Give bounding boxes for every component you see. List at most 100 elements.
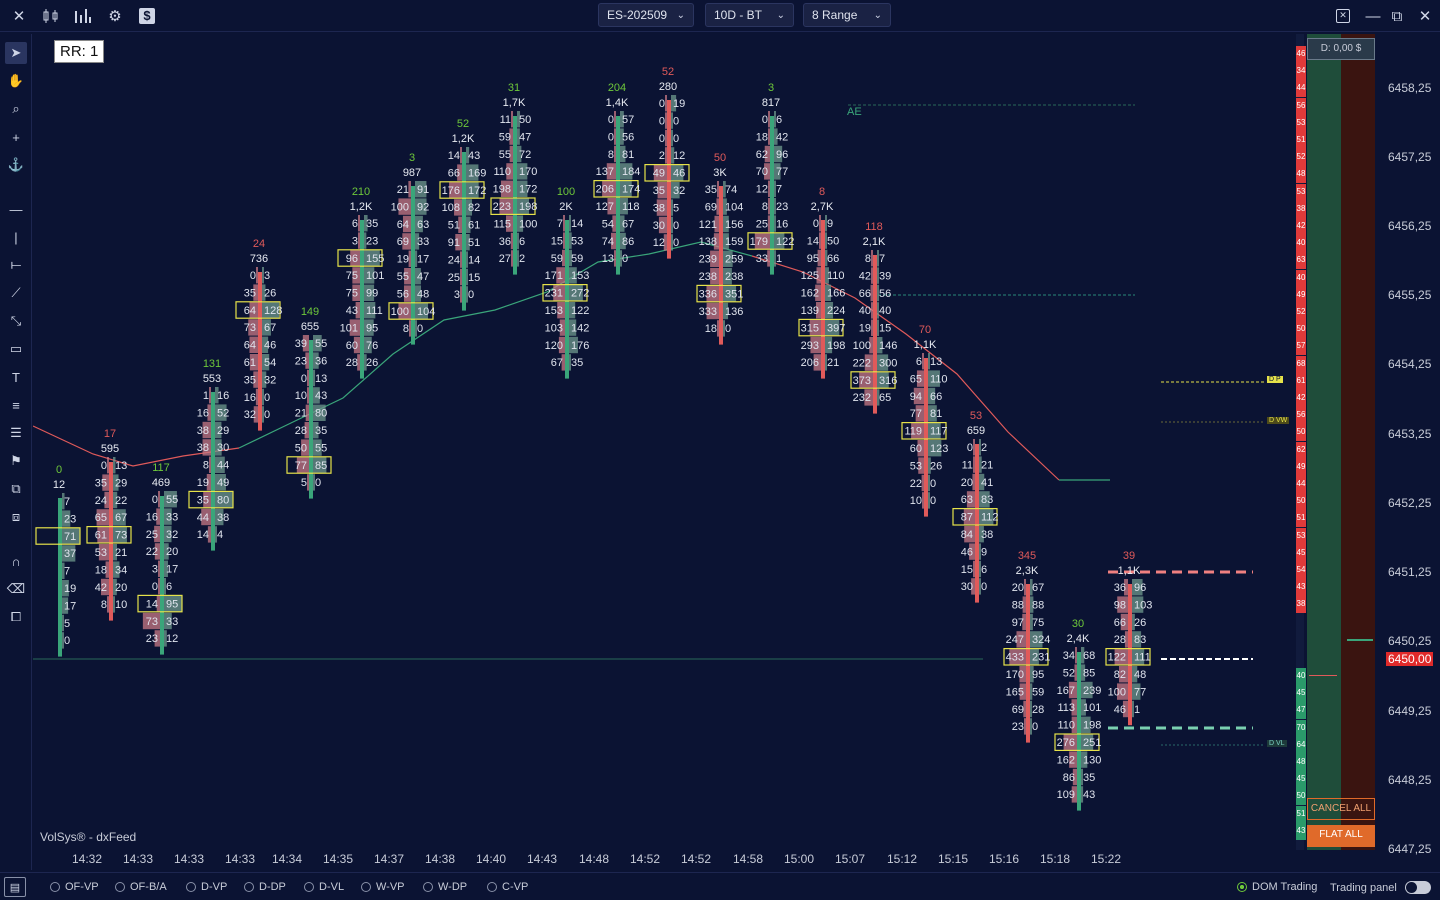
- ask-volume: 28: [1032, 704, 1044, 716]
- profile-option[interactable]: OF-VP: [50, 881, 99, 893]
- profile-option[interactable]: D-VL: [304, 881, 344, 893]
- magnet-icon[interactable]: ∩: [11, 553, 21, 569]
- period-select[interactable]: 10D - BT ⌄: [705, 3, 794, 27]
- dom-ask-column[interactable]: [1341, 34, 1375, 850]
- dom-bid-column[interactable]: [1307, 34, 1341, 850]
- text-icon[interactable]: T: [12, 369, 20, 385]
- ask-volume: 47: [519, 131, 531, 143]
- candle-body: [616, 116, 620, 275]
- bid-volume-bar: [253, 284, 258, 301]
- range-select[interactable]: 8 Range ⌄: [803, 3, 891, 27]
- gear-icon[interactable]: ⚙: [108, 8, 122, 25]
- bid-volume: 43: [346, 305, 358, 317]
- dollar-icon[interactable]: $: [136, 5, 158, 27]
- position-long-icon[interactable]: ⧉: [11, 481, 21, 496]
- bid-volume: 25: [756, 218, 768, 230]
- close-window-icon[interactable]: ✕: [1418, 8, 1432, 25]
- bid-volume-bar: [1071, 786, 1077, 803]
- bid-volume-bar: [460, 147, 462, 164]
- profile-option[interactable]: OF-B/A: [115, 881, 167, 893]
- ask-volume: 259: [725, 254, 743, 266]
- ask-volume-bar: [671, 112, 673, 129]
- bid-volume: 12: [756, 184, 768, 196]
- bid-volume-bar: [1117, 683, 1128, 700]
- anchor-icon[interactable]: ⚓: [7, 157, 25, 172]
- footprint-chart[interactable]: 0 12 7 23 71 37 7 19 17 5 0 17 595 0 13 35 29 24 22 65 67 61 7…: [33, 34, 1295, 870]
- bid-volume: 19: [397, 254, 409, 266]
- bar-delta: 345: [1018, 550, 1036, 562]
- rectangle-icon[interactable]: ▭: [9, 341, 23, 356]
- ask-volume: 101: [1083, 702, 1101, 714]
- vertical-line-icon[interactable]: |: [14, 229, 18, 245]
- bid-volume-bar: [665, 95, 667, 112]
- bid-volume-bar: [509, 145, 513, 163]
- zoom-icon[interactable]: ⌕: [12, 101, 20, 116]
- bid-volume: 36: [1114, 582, 1126, 594]
- restore-icon[interactable]: ⧉: [1391, 7, 1403, 25]
- time-label: 14:33: [173, 852, 205, 866]
- bid-volume-bar: [819, 232, 821, 249]
- fib-icon[interactable]: ☰: [10, 425, 22, 440]
- monitor-icon[interactable]: ▤: [4, 877, 26, 897]
- profile-option[interactable]: D-VP: [186, 881, 227, 893]
- bar-chart-icon[interactable]: [72, 5, 94, 27]
- instrument-select[interactable]: ES-202509 ⌄: [598, 3, 694, 27]
- position-short-icon[interactable]: ⧈: [11, 509, 21, 524]
- bid-volume-bar: [402, 233, 411, 250]
- dom-trading-toggle[interactable]: DOM Trading: [1237, 881, 1317, 893]
- trading-panel-toggle[interactable]: Trading panel: [1330, 881, 1431, 894]
- trendline-icon[interactable]: ⟋: [11, 285, 21, 300]
- flag-icon[interactable]: ⚑: [10, 453, 22, 468]
- flat-all-button[interactable]: FLAT ALL: [1307, 825, 1375, 847]
- profile-option[interactable]: D-DP: [244, 881, 286, 893]
- ask-volume-bar: [774, 198, 776, 215]
- layers-icon[interactable]: ⧠: [10, 609, 22, 624]
- dom-ask-size: 46: [1296, 46, 1306, 63]
- bid-volume: 84: [961, 529, 973, 541]
- bid-volume-bar: [915, 405, 924, 422]
- cancel-all-button[interactable]: CANCEL ALL: [1307, 798, 1375, 820]
- profile-option[interactable]: C-VP: [487, 881, 528, 893]
- ask-volume-bar: [569, 336, 578, 354]
- bid-volume: 42: [859, 270, 871, 282]
- profile-option[interactable]: W-DP: [423, 881, 467, 893]
- ask-volume: 16: [217, 390, 229, 402]
- bar-volume: 1,2K: [452, 133, 475, 145]
- path-icon[interactable]: ⤡: [10, 313, 22, 328]
- bid-volume: 51: [448, 220, 460, 232]
- horizontal-line-icon[interactable]: —: [9, 201, 23, 217]
- dom-ask-size: 51: [1296, 510, 1306, 528]
- ray-icon[interactable]: ⟝: [10, 257, 22, 272]
- bid-volume-bar: [302, 335, 309, 352]
- ask-volume-bar: [928, 353, 930, 370]
- candles-icon[interactable]: [40, 5, 62, 27]
- dom-ladder[interactable]: D: 0,00 $ CANCEL ALL FLAT ALL 46 34 44 56 53…: [1296, 34, 1380, 850]
- ask-volume-bar: [569, 232, 572, 249]
- eraser-icon[interactable]: ⌫: [6, 581, 26, 596]
- bid-volume: 22: [146, 546, 158, 558]
- switch-icon[interactable]: [1404, 881, 1431, 894]
- ask-volume-bar: [313, 335, 322, 352]
- bid-volume: 34: [1063, 650, 1075, 662]
- ask-volume: 61: [468, 220, 480, 232]
- price-axis[interactable]: 6458,25 6457,25 6456,25 6455,25 6454,25 6453,…: [1380, 34, 1440, 870]
- radio-off-icon: [487, 882, 497, 892]
- bar-volume: 987: [403, 167, 421, 179]
- list-icon[interactable]: ≡: [12, 397, 20, 413]
- ask-volume-bar: [1081, 734, 1094, 751]
- minimize-icon[interactable]: —: [1365, 7, 1381, 25]
- cursor-icon[interactable]: ➤: [5, 42, 27, 64]
- ask-volume: 0: [315, 477, 321, 489]
- profile-option[interactable]: W-VP: [361, 881, 405, 893]
- bid-volume: 8: [865, 253, 871, 265]
- time-axis[interactable]: 14:32 14:33 14:33 14:33 14:34 14:35 14:37 14:38…: [33, 850, 1295, 870]
- crosshair-icon[interactable]: +: [12, 129, 20, 145]
- screenshot-icon[interactable]: ✕: [1332, 5, 1354, 27]
- rr-label[interactable]: RR: 1: [54, 40, 105, 63]
- hand-icon[interactable]: ✋: [7, 73, 25, 88]
- bid-volume-bar: [510, 232, 513, 250]
- bid-volume: 125: [801, 270, 819, 282]
- bid-volume-bar: [561, 354, 565, 371]
- close-icon[interactable]: ✕: [12, 8, 26, 25]
